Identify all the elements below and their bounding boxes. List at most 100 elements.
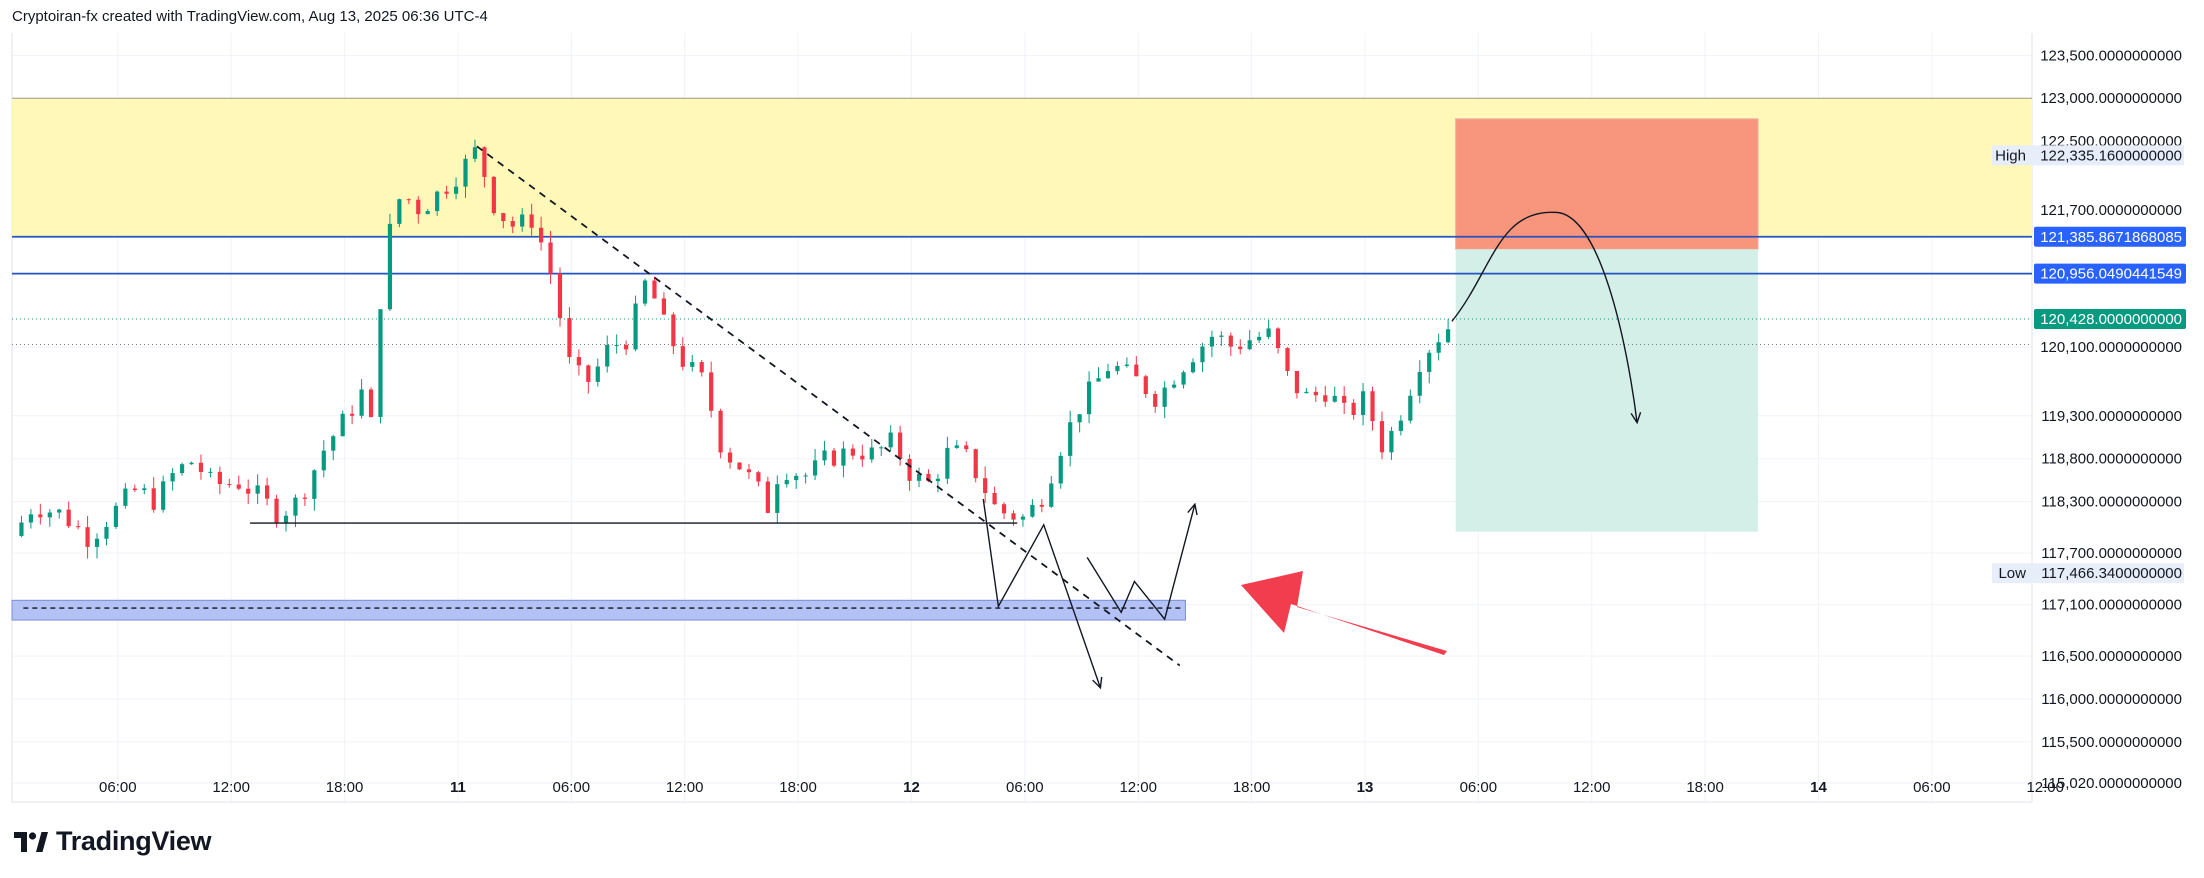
candlestick-series (19, 139, 1451, 559)
candle-body (888, 432, 893, 448)
time-axis-label: 06:00 (99, 779, 137, 796)
candle-body (378, 309, 383, 417)
candle-body (718, 410, 723, 453)
candle-body (482, 147, 487, 177)
candle-body (453, 186, 459, 194)
candle-body (1389, 430, 1394, 453)
time-axis-label: 18:00 (1233, 779, 1271, 796)
candle-body (1077, 414, 1082, 423)
candle-body (132, 488, 137, 491)
high-tag-value: 122,335.1600000000 (2040, 147, 2182, 164)
candle-body (19, 522, 24, 536)
candle-body (359, 389, 364, 416)
last-price-tag-bg (2034, 308, 2186, 329)
candle-body (822, 450, 827, 461)
chart-drawings (23, 145, 1642, 690)
candle-body (633, 303, 638, 350)
candle-body (1436, 342, 1441, 353)
candle-body (397, 199, 402, 224)
candle-body (113, 505, 119, 527)
price-axis-label: 120,100.0000000000 (2040, 339, 2182, 356)
level-lines (12, 235, 2032, 346)
time-axis-label: 13 (1357, 779, 1374, 796)
candle-body (472, 147, 478, 159)
candle-body (1058, 455, 1063, 484)
price-axis-label: 115,500.0000000000 (2041, 734, 2182, 751)
high-tag-bg (1992, 145, 2184, 166)
level-upper-tag-value: 121,385.8671868085 (2040, 229, 2182, 246)
price-axis-label: 123,500.0000000000 (2040, 47, 2182, 64)
candle-body (142, 488, 147, 491)
candle-body (699, 362, 704, 373)
stop-loss-zone (1455, 118, 1759, 250)
candle-body (850, 448, 855, 456)
chart-zones (11, 97, 2032, 621)
candle-body (94, 538, 100, 547)
time-axis[interactable]: 06:00 12:00 18:00 11 06:00 12:00 18:00 12 06:00 1… (99, 779, 2064, 796)
candle-body (350, 413, 355, 416)
price-axis-label: 118,300.0000000000 (2041, 494, 2182, 511)
candle-body (586, 365, 591, 382)
candle-body (576, 357, 581, 366)
candle-body (1313, 391, 1318, 396)
candle-body (76, 526, 81, 528)
candle-body (293, 497, 298, 516)
candle-body (1294, 370, 1300, 394)
logo-text: TradingView (56, 826, 212, 856)
candle-body (907, 458, 912, 481)
candle-body (642, 280, 648, 304)
candle-body (1304, 391, 1309, 394)
time-axis-label: 12:00 (1119, 779, 1157, 796)
candle-body (1039, 504, 1044, 507)
curve-projection-arrowhead (1630, 412, 1642, 425)
candle-body (652, 280, 657, 299)
candle-body (246, 488, 251, 494)
candle-body (680, 346, 685, 367)
candle-body (690, 362, 695, 367)
candle-body (264, 485, 270, 499)
candle-body (529, 214, 534, 228)
candle-body (198, 462, 204, 472)
candle-body (161, 481, 166, 510)
time-axis-label: 06:00 (553, 779, 591, 796)
time-axis-label: 12 (903, 779, 920, 796)
take-profit-zone (1455, 249, 1759, 532)
demand-zone (11, 599, 1186, 621)
candle-body (1228, 335, 1233, 347)
candle-body (973, 449, 978, 479)
candle-body (1275, 328, 1281, 349)
candle-body (1257, 336, 1262, 341)
price-axis-label: 121,700.0000000000 (2040, 202, 2182, 219)
tradingview-logo[interactable]: TradingView (14, 826, 212, 857)
candle-body (538, 227, 544, 243)
candle-body (1342, 395, 1347, 403)
candle-body (1086, 381, 1092, 415)
projection-path-a-arrowhead (1092, 676, 1103, 690)
candle-body (47, 512, 52, 518)
candle-body (1219, 335, 1224, 337)
level-lower-tag-bg (2034, 263, 2186, 284)
price-axis[interactable]: 123,500.0000000000 123,000.0000000000 122,… (2040, 47, 2182, 792)
candle-body (1124, 364, 1129, 366)
candle-body (406, 199, 411, 201)
candle-body (1068, 422, 1073, 456)
high-tag-label: High (1995, 147, 2026, 164)
candle-body (1115, 365, 1120, 372)
price-axis-label: 117,700.0000000000 (2041, 545, 2182, 562)
candle-body (1238, 346, 1243, 350)
candle-body (283, 515, 289, 524)
candle-body (302, 497, 307, 499)
candle-body (463, 158, 468, 187)
low-tag-label: Low (1998, 565, 2026, 582)
candle-body (954, 445, 959, 448)
candle-body (945, 447, 950, 479)
candle-body (1398, 420, 1403, 431)
candle-body (416, 199, 421, 215)
candle-body (1247, 340, 1252, 350)
candle-body (189, 462, 194, 465)
candle-body (548, 242, 553, 274)
price-axis-label: 116,500.0000000000 (2041, 648, 2182, 665)
candle-body (520, 214, 525, 227)
price-tags: High 122,335.1600000000 121,385.8671868085… (1992, 145, 2186, 584)
